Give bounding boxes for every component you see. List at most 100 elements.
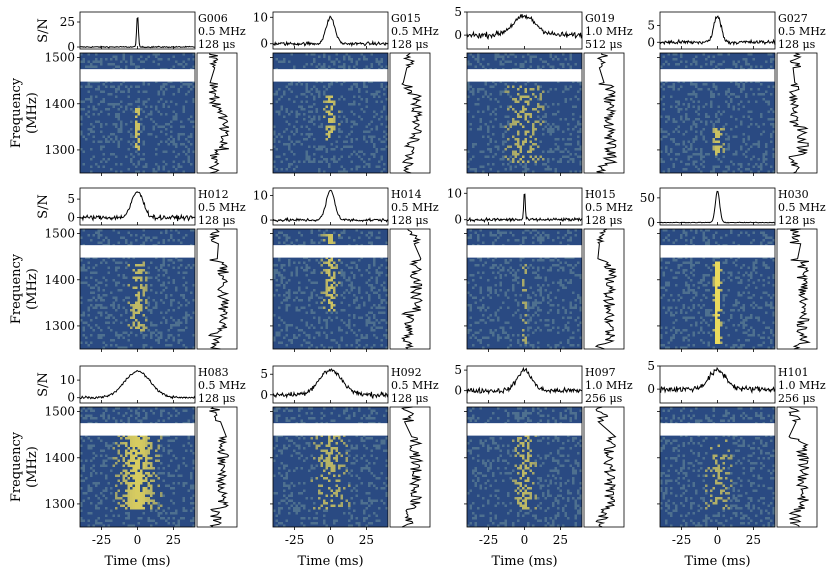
- waterfall-noise-cell: [700, 130, 703, 133]
- waterfall-signal-cell: [333, 289, 336, 292]
- waterfall-signal-cell: [142, 474, 145, 477]
- waterfall-noise-cell: [107, 256, 110, 259]
- waterfall-noise-cell: [705, 264, 708, 267]
- waterfall-signal-cell: [720, 341, 723, 344]
- waterfall-noise-cell: [170, 259, 173, 262]
- waterfall-signal-cell: [150, 484, 153, 487]
- waterfall-noise-cell: [547, 301, 550, 304]
- waterfall-noise-cell: [742, 319, 745, 322]
- waterfall-noise-cell: [92, 125, 95, 128]
- waterfall-noise-cell: [497, 336, 500, 339]
- waterfall-noise-cell: [358, 95, 361, 98]
- waterfall-noise-cell: [662, 83, 665, 86]
- waterfall-noise-cell: [340, 165, 343, 168]
- waterfall-signal-cell: [328, 118, 331, 121]
- waterfall-noise-cell: [765, 60, 768, 63]
- waterfall-noise-cell: [177, 138, 180, 141]
- waterfall-noise-cell: [298, 113, 301, 116]
- waterfall-noise-cell: [185, 100, 188, 103]
- waterfall-noise-cell: [675, 100, 678, 103]
- waterfall-signal-cell: [527, 100, 530, 103]
- waterfall-noise-cell: [170, 294, 173, 297]
- waterfall-noise-cell: [539, 286, 542, 289]
- waterfall-noise-cell: [288, 279, 291, 282]
- waterfall-signal-cell: [330, 259, 333, 262]
- waterfall-noise-cell: [330, 346, 333, 349]
- waterfall-noise-cell: [117, 304, 120, 307]
- waterfall-noise-cell: [665, 261, 668, 264]
- waterfall-noise-cell: [102, 165, 105, 168]
- waterfall-noise-cell: [532, 291, 535, 294]
- waterfall-noise-cell: [527, 296, 530, 299]
- waterfall-noise-cell: [534, 321, 537, 324]
- waterfall-noise-cell: [315, 259, 318, 262]
- waterfall-noise-cell: [662, 286, 665, 289]
- waterfall-noise-cell: [514, 274, 517, 277]
- waterfall-noise-cell: [529, 316, 532, 319]
- waterfall-noise-cell: [529, 344, 532, 347]
- waterfall-noise-cell: [745, 168, 748, 171]
- waterfall-signal-cell: [325, 284, 328, 287]
- waterfall-noise-cell: [547, 105, 550, 108]
- waterfall-noise-cell: [670, 138, 673, 141]
- waterfall-noise-cell: [275, 168, 278, 171]
- waterfall-noise-cell: [672, 299, 675, 302]
- waterfall-noise-cell: [162, 447, 165, 450]
- waterfall-noise-cell: [534, 301, 537, 304]
- waterfall-noise-cell: [690, 259, 693, 262]
- waterfall-noise-cell: [539, 294, 542, 297]
- waterfall-noise-cell: [318, 118, 321, 121]
- waterfall-noise-cell: [97, 103, 100, 106]
- waterfall-noise-cell: [370, 53, 373, 56]
- waterfall-noise-cell: [87, 437, 90, 440]
- waterfall-noise-cell: [697, 304, 700, 307]
- waterfall-noise-cell: [102, 346, 105, 349]
- waterfall-noise-cell: [160, 98, 163, 101]
- waterfall-noise-cell: [95, 120, 98, 123]
- waterfall-noise-cell: [275, 284, 278, 287]
- waterfall-noise-cell: [167, 334, 170, 337]
- waterfall-noise-cell: [95, 264, 98, 267]
- waterfall-noise-cell: [507, 123, 510, 126]
- waterfall-signal-cell: [527, 130, 530, 133]
- waterfall-noise-cell: [305, 269, 308, 272]
- waterfall-noise-cell: [125, 276, 128, 279]
- waterfall-noise-cell: [757, 93, 760, 96]
- waterfall-noise-cell: [298, 261, 301, 264]
- waterfall-noise-cell: [373, 334, 376, 337]
- waterfall-noise-cell: [122, 336, 125, 339]
- waterfall-noise-cell: [700, 316, 703, 319]
- waterfall-noise-cell: [564, 148, 567, 151]
- waterfall-noise-cell: [680, 236, 683, 239]
- waterfall-noise-cell: [110, 168, 113, 171]
- waterfall-noise-cell: [370, 234, 373, 237]
- waterfall-noise-cell: [383, 289, 386, 292]
- waterfall-noise-cell: [80, 296, 83, 299]
- waterfall-noise-cell: [278, 331, 281, 334]
- waterfall-noise-cell: [697, 261, 700, 264]
- waterfall-noise-cell: [100, 336, 103, 339]
- waterfall-signal-cell: [330, 306, 333, 309]
- waterfall-noise-cell: [343, 65, 346, 68]
- waterfall-signal-cell: [323, 269, 326, 272]
- waterfall-noise-cell: [697, 105, 700, 108]
- waterfall-noise-cell: [579, 299, 582, 302]
- waterfall-signal-cell: [517, 113, 520, 116]
- waterfall-noise-cell: [82, 326, 85, 329]
- waterfall-noise-cell: [365, 65, 368, 68]
- waterfall-noise-cell: [147, 304, 150, 307]
- waterfall-noise-cell: [712, 125, 715, 128]
- waterfall-noise-cell: [577, 135, 580, 138]
- waterfall-noise-cell: [82, 479, 85, 482]
- waterfall-noise-cell: [564, 279, 567, 282]
- waterfall-noise-cell: [165, 229, 168, 232]
- waterfall-noise-cell: [343, 229, 346, 232]
- waterfall-noise-cell: [469, 259, 472, 262]
- waterfall-signal-cell: [524, 304, 527, 307]
- waterfall-noise-cell: [564, 100, 567, 103]
- waterfall-noise-cell: [310, 93, 313, 96]
- waterfall-noise-cell: [539, 256, 542, 259]
- waterfall-signal-cell: [112, 447, 115, 450]
- waterfall-signal-cell: [150, 474, 153, 477]
